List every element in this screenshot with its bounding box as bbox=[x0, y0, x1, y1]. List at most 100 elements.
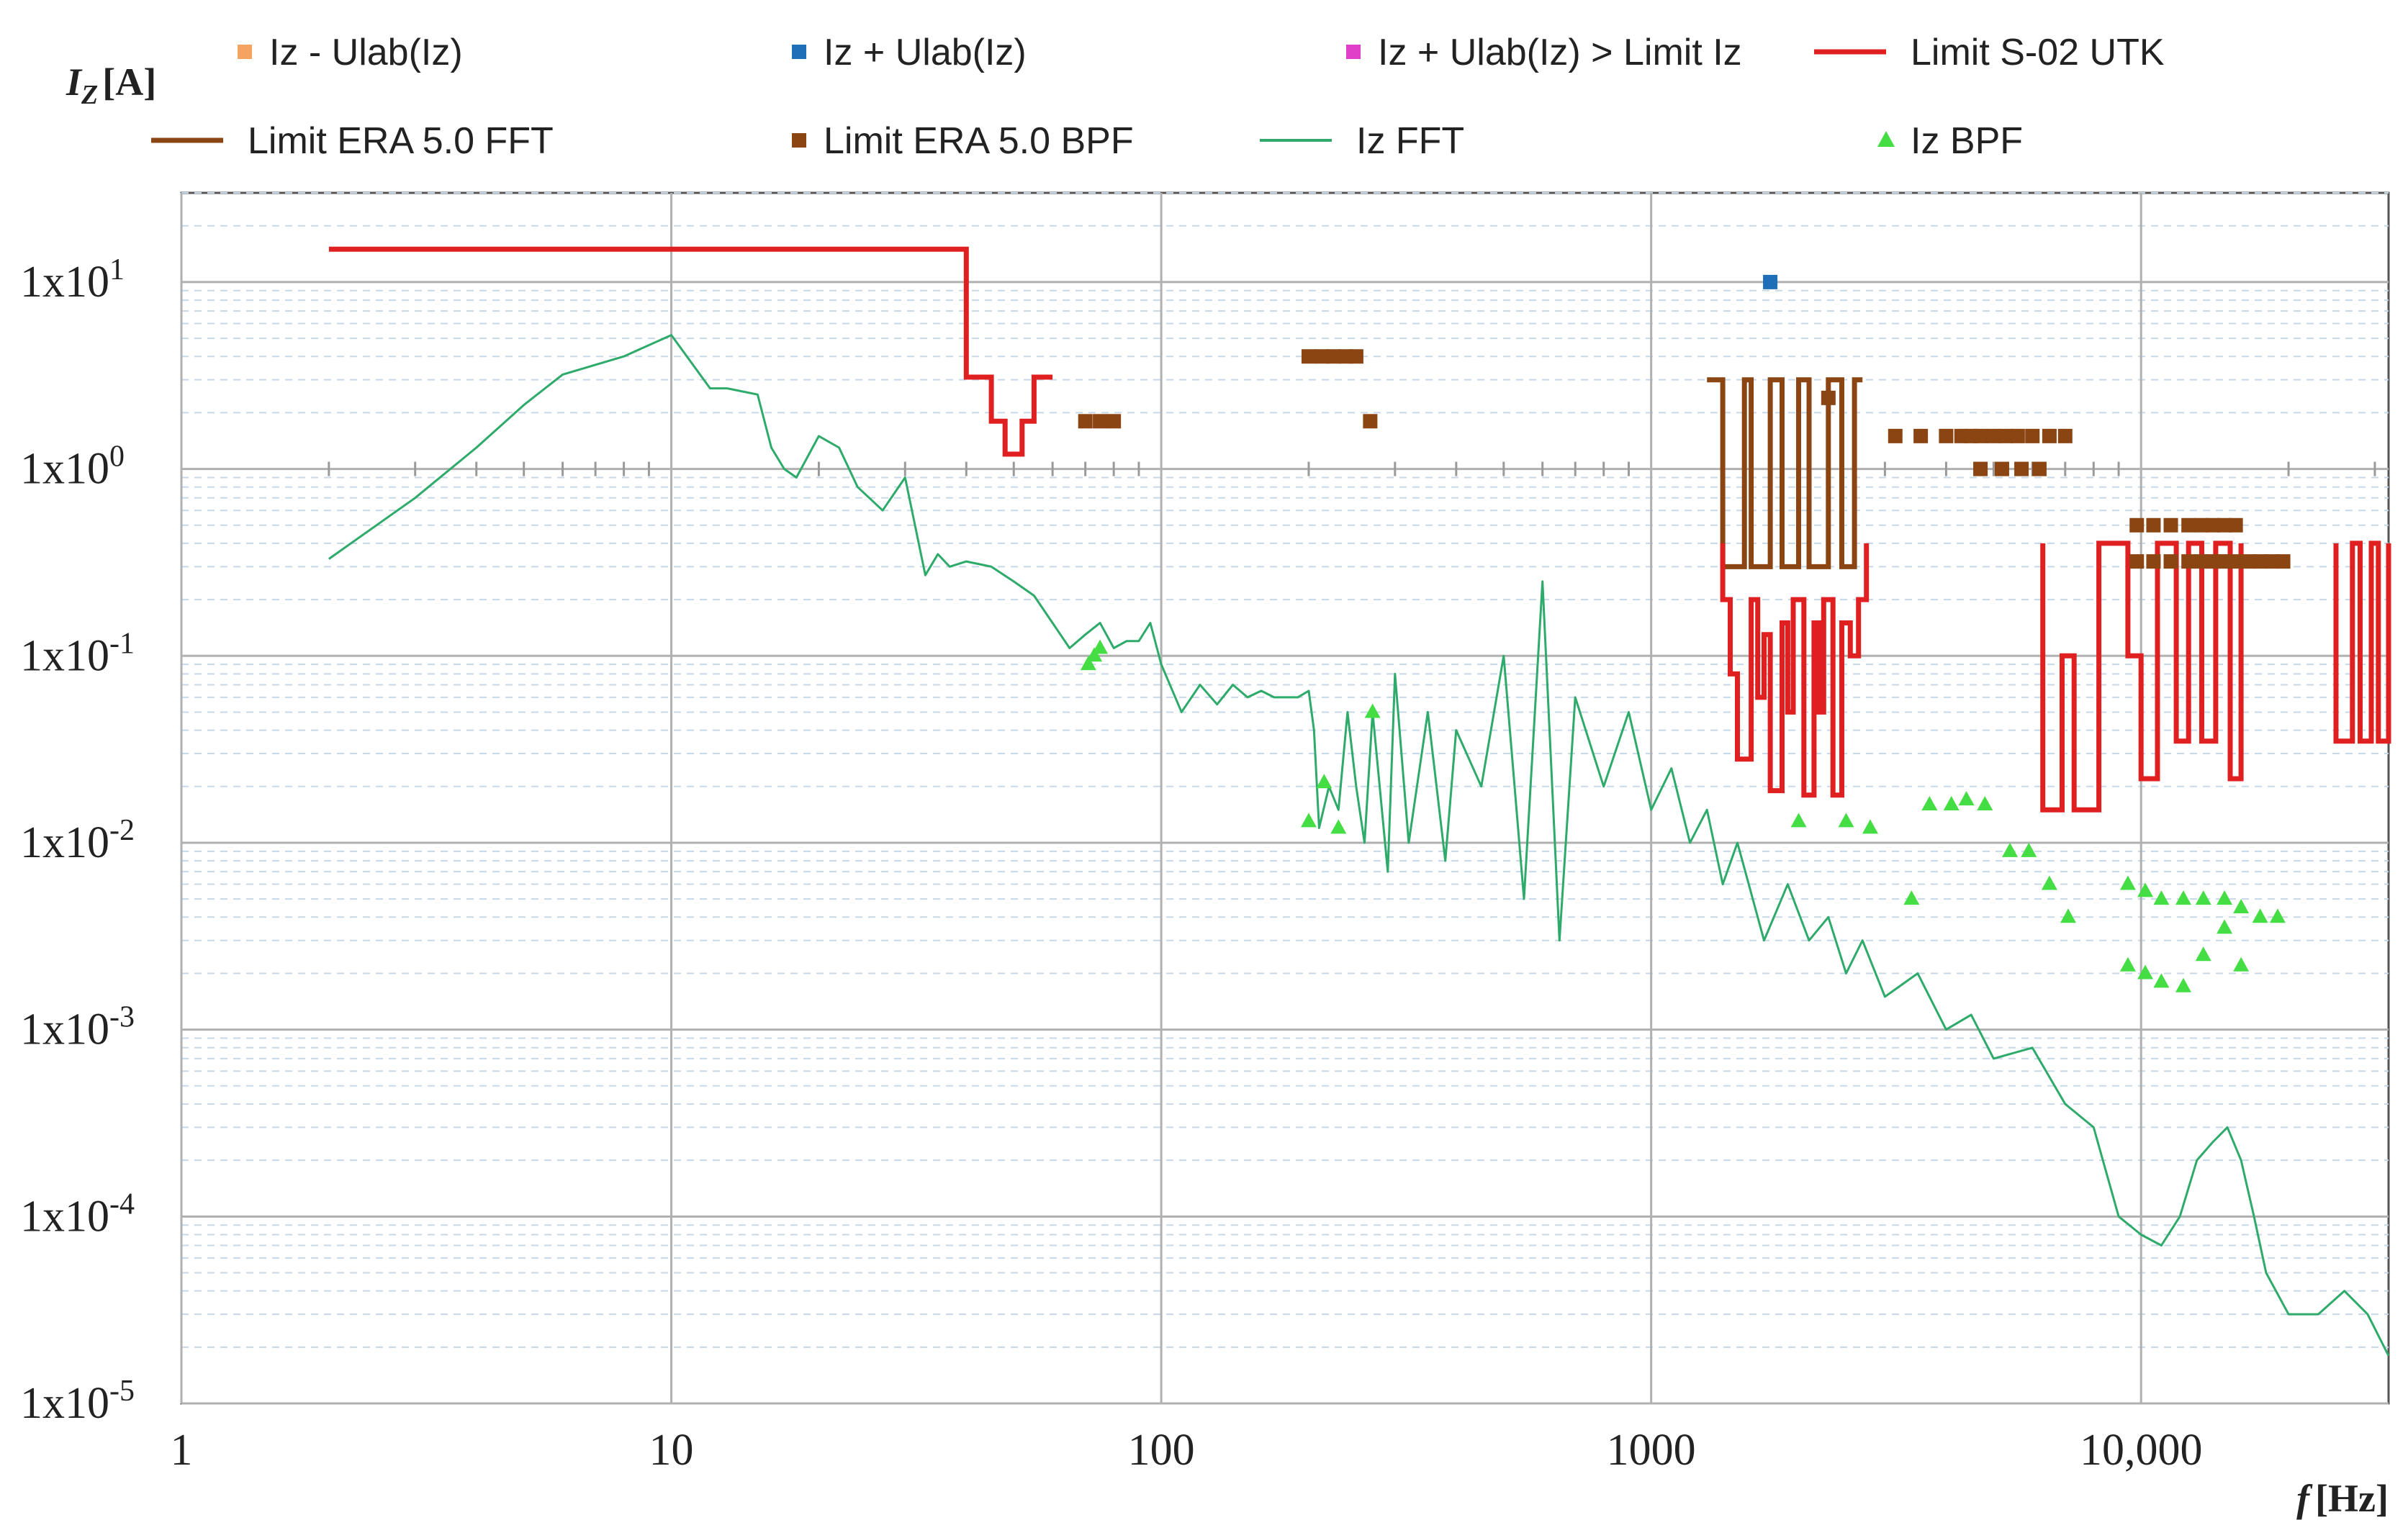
data-point-square bbox=[1994, 461, 2009, 476]
data-point-square bbox=[1821, 390, 1836, 405]
legend-marker-square bbox=[792, 45, 806, 59]
grid-lines bbox=[180, 192, 2389, 1405]
data-point-square bbox=[1763, 274, 1778, 289]
data-point-triangle bbox=[1943, 795, 1960, 810]
data-point-triangle bbox=[2153, 890, 2170, 905]
series-limit-era-5-0-fft bbox=[1707, 377, 1863, 569]
data-point-triangle bbox=[2137, 882, 2154, 897]
y-axis-title: IZ [A] bbox=[66, 60, 156, 110]
data-point-square bbox=[1998, 428, 2014, 443]
legend-marker-square bbox=[792, 133, 806, 148]
data-point-triangle bbox=[1958, 791, 1975, 806]
data-point-square bbox=[2010, 428, 2025, 443]
x-axis-ticks: 1 10 100 1000 10,000 bbox=[171, 1426, 2203, 1475]
legend-label: Limit ERA 5.0 FFT bbox=[248, 120, 554, 162]
data-point-square bbox=[2032, 461, 2047, 476]
x-axis-label: f [Hz] bbox=[2296, 1477, 2389, 1520]
data-point-square bbox=[2242, 554, 2257, 569]
y-tick-label: 1x10-1 bbox=[20, 627, 135, 680]
x-tick-label: 10 bbox=[649, 1426, 694, 1475]
y-tick-label: 1x10-4 bbox=[20, 1188, 135, 1241]
legend-item: Limit ERA 5.0 FFT bbox=[151, 120, 554, 162]
data-point-triangle bbox=[1300, 813, 1317, 828]
data-point-triangle bbox=[1080, 656, 1096, 671]
legend-label: Iz + Ulab(Iz) bbox=[824, 32, 1027, 73]
legend-item: Iz + Ulab(Iz) > Limit Iz bbox=[1346, 32, 1742, 73]
y-axis-ticks: 1x101 1x100 1x10-1 1x10-2 1x10-3 1x10-4 1x10-5 bbox=[20, 253, 135, 1428]
data-point-square bbox=[2276, 554, 2291, 569]
data-point-square bbox=[2163, 517, 2178, 533]
y-axis-label: IZ [A] bbox=[66, 60, 156, 110]
data-point-triangle bbox=[2269, 908, 2286, 923]
data-point-square bbox=[2181, 554, 2196, 569]
legend-label: Iz FFT bbox=[1356, 120, 1464, 162]
y-tick-label: 1x10-3 bbox=[20, 1001, 135, 1054]
data-point-square bbox=[2217, 517, 2232, 533]
y-tick-label: 1x101 bbox=[20, 253, 125, 307]
data-point-square bbox=[2194, 517, 2209, 533]
x-tick-label: 100 bbox=[1128, 1426, 1195, 1475]
x-tick-label: 1000 bbox=[1607, 1426, 1696, 1475]
limit-step-line bbox=[328, 246, 1053, 457]
series-iz-ulab-iz- bbox=[1763, 274, 1778, 289]
series-line bbox=[328, 334, 2390, 1357]
data-point-triangle bbox=[2195, 946, 2211, 962]
series-iz-fft bbox=[328, 334, 2390, 1357]
data-point-square bbox=[1106, 414, 1122, 429]
data-point-triangle bbox=[1316, 774, 1332, 789]
data-point-triangle bbox=[1838, 813, 1854, 828]
plot-background bbox=[180, 191, 2390, 1405]
data-point-triangle bbox=[2119, 956, 2136, 972]
data-point-triangle bbox=[1862, 819, 1878, 834]
data-point-triangle bbox=[2233, 956, 2250, 972]
legend-item: Limit S-02 UTK bbox=[1814, 32, 2165, 73]
data-point-square bbox=[2129, 517, 2145, 533]
data-point-triangle bbox=[2233, 899, 2250, 914]
data-point-triangle bbox=[2119, 875, 2136, 890]
data-point-triangle bbox=[1086, 647, 1103, 662]
legend-item: Limit ERA 5.0 BPF bbox=[792, 120, 1134, 162]
data-point-square bbox=[2265, 554, 2280, 569]
limit-step-line bbox=[1707, 377, 1863, 569]
data-point-triangle bbox=[2153, 973, 2170, 988]
legend-marker-triangle bbox=[1877, 131, 1895, 147]
limit-step-line bbox=[1720, 543, 1870, 798]
data-point-triangle bbox=[1977, 795, 1993, 810]
data-point-triangle bbox=[2195, 890, 2211, 905]
legend-item: Iz BPF bbox=[1877, 120, 2023, 162]
data-point-square bbox=[1078, 414, 1093, 429]
legend-label: Iz - Ulab(Iz) bbox=[269, 32, 463, 73]
y-tick-label: 1x10-2 bbox=[20, 814, 135, 867]
data-point-triangle bbox=[2175, 890, 2191, 905]
data-point-square bbox=[2146, 517, 2161, 533]
data-point-square bbox=[2228, 554, 2243, 569]
data-point-triangle bbox=[2137, 964, 2154, 980]
data-point-square bbox=[2025, 428, 2040, 443]
data-point-square bbox=[1301, 349, 1316, 364]
data-point-square bbox=[2181, 517, 2196, 533]
legend-item: Iz FFT bbox=[1260, 120, 1464, 162]
data-point-square bbox=[2217, 554, 2232, 569]
y-tick-label: 1x100 bbox=[20, 440, 125, 494]
data-point-square bbox=[2057, 428, 2073, 443]
legend-item: Iz + Ulab(Iz) bbox=[792, 32, 1027, 73]
legend-item: Iz - Ulab(Iz) bbox=[238, 32, 463, 73]
data-point-triangle bbox=[2217, 890, 2233, 905]
data-point-triangle bbox=[2021, 842, 2037, 857]
limit-step-line bbox=[2040, 540, 2244, 813]
data-point-square bbox=[1348, 349, 1363, 364]
data-point-square bbox=[1973, 461, 1988, 476]
data-point-square bbox=[2163, 554, 2178, 569]
data-point-square bbox=[2253, 554, 2268, 569]
data-point-triangle bbox=[2002, 842, 2019, 857]
legend-marker-square bbox=[1346, 45, 1361, 59]
data-point-square bbox=[1315, 349, 1330, 364]
data-point-square bbox=[2014, 461, 2029, 476]
data-point-triangle bbox=[2060, 908, 2076, 923]
data-point-triangle bbox=[2175, 977, 2191, 992]
data-point-square bbox=[2194, 554, 2209, 569]
limit-step-line bbox=[2333, 540, 2391, 744]
series-limit-s-02-utk bbox=[328, 246, 2391, 813]
data-point-triangle bbox=[1092, 639, 1109, 654]
